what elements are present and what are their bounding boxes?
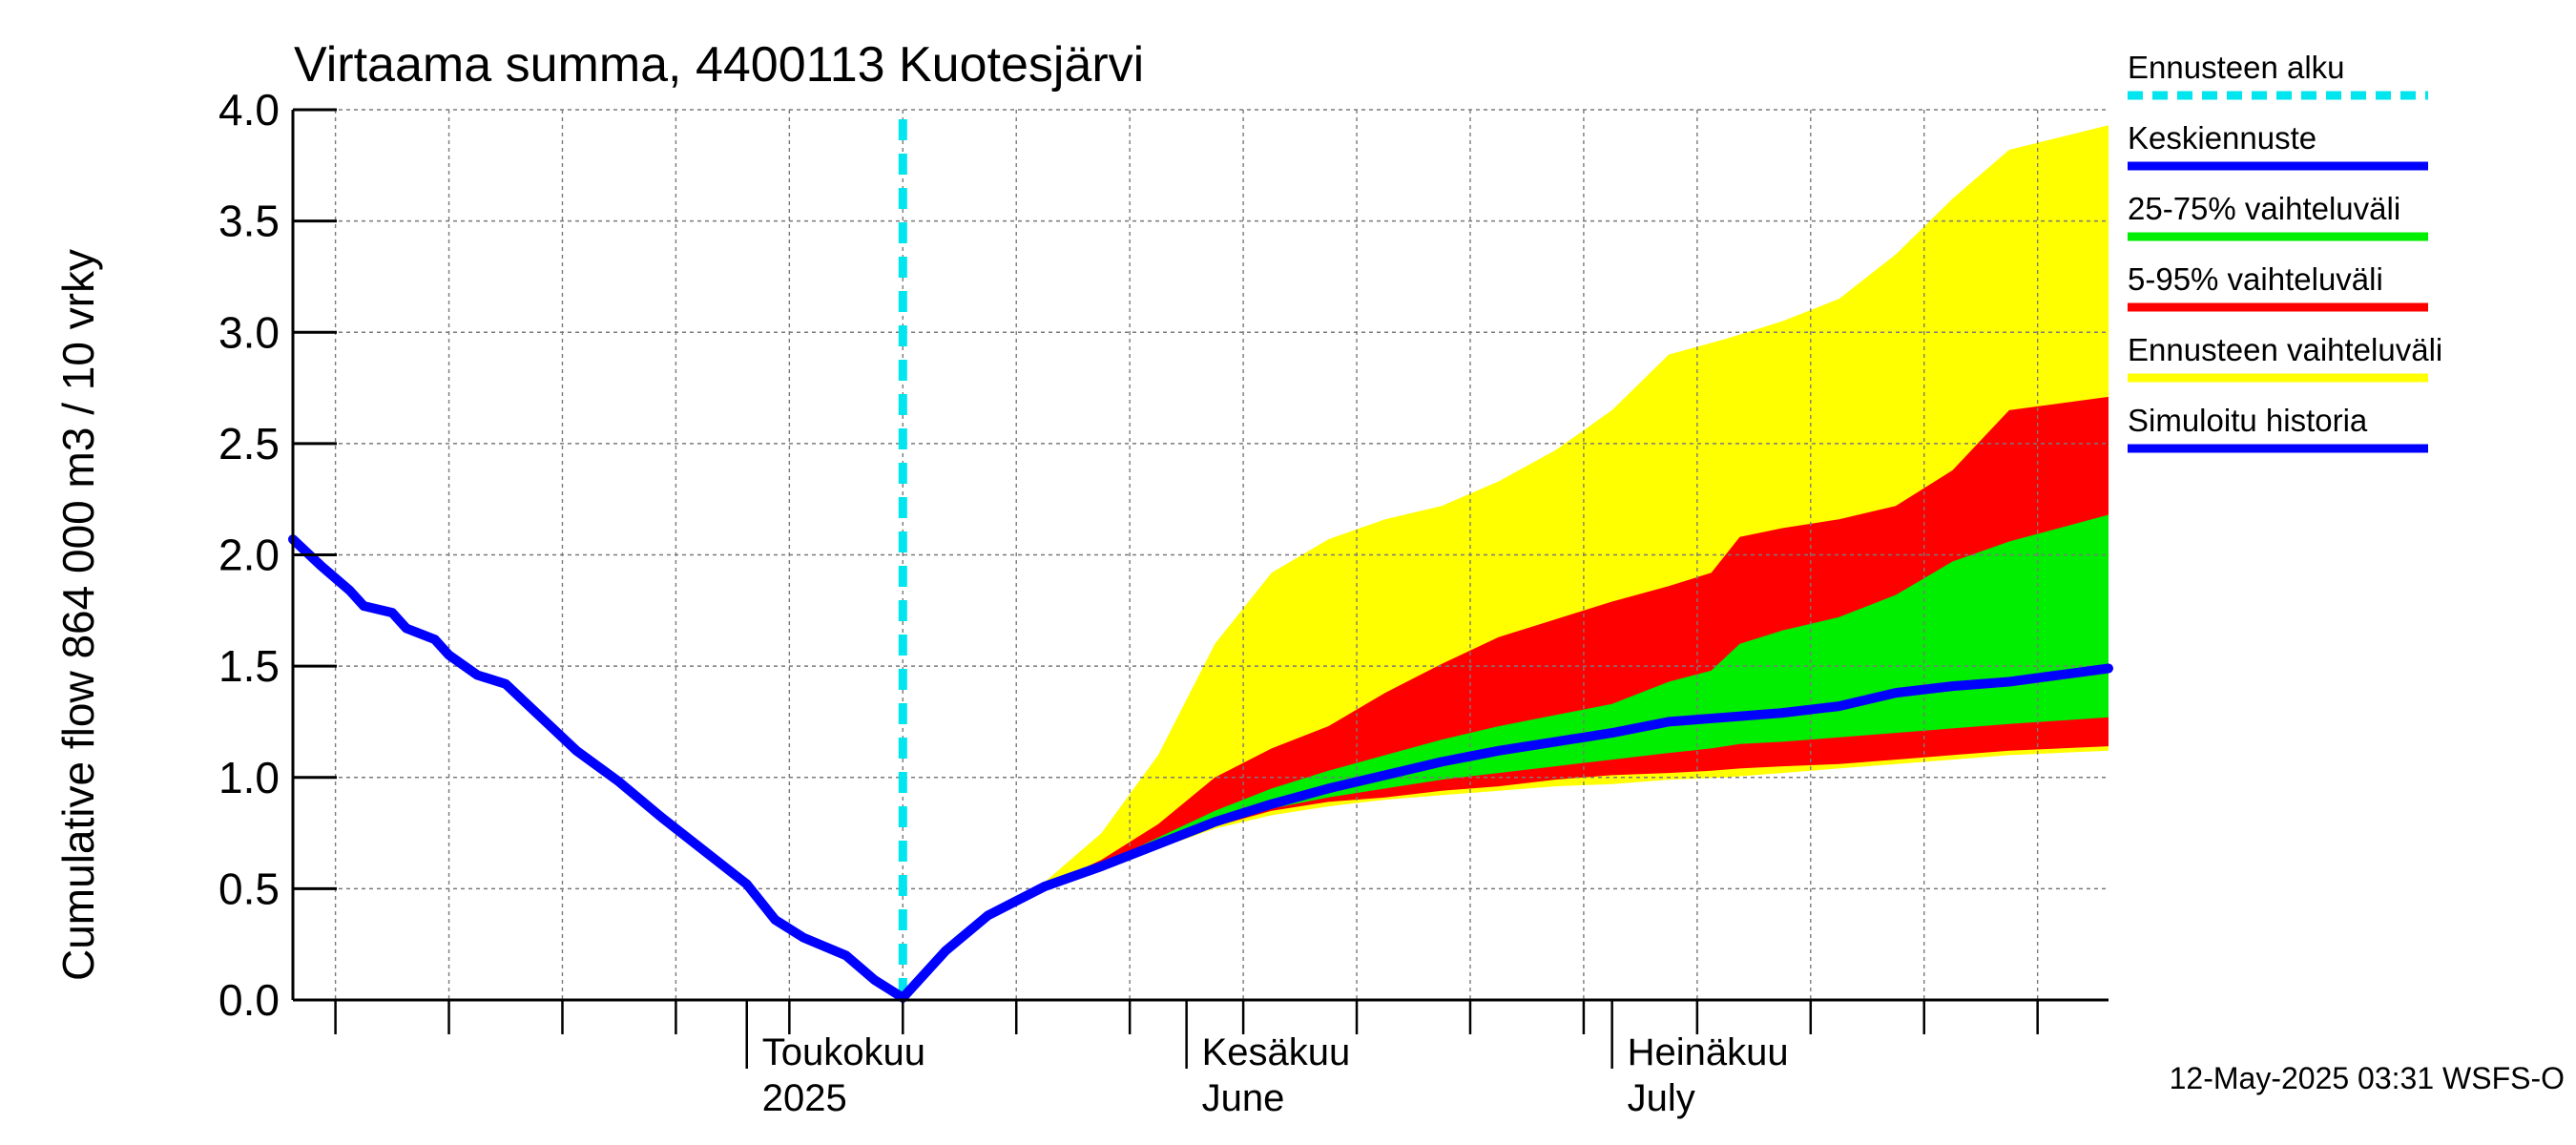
band-5-95-vaihteluv-li: [987, 396, 2109, 916]
y-tick-label: 0.0: [218, 975, 280, 1025]
x-month-sublabel: 2025: [762, 1077, 847, 1119]
x-month-sublabel: June: [1202, 1077, 1285, 1119]
x-month-sublabel: July: [1628, 1077, 1695, 1119]
y-axis-label: Cumulative flow 864 000 m3 / 10 vrky: [53, 249, 103, 981]
x-month-label: Kesäkuu: [1202, 1031, 1351, 1073]
y-tick-label: 1.5: [218, 641, 280, 691]
forecast-bands: [987, 125, 2109, 916]
y-tick-label: 1.0: [218, 753, 280, 802]
y-tick-label: 2.0: [218, 531, 280, 580]
line-simuloitu-historia: [288, 534, 908, 1003]
series-lines: [288, 534, 2113, 1003]
legend-label: 25-75% vaihteluväli: [2128, 191, 2400, 226]
y-tick-label: 4.0: [218, 85, 280, 135]
y-tick-label: 2.5: [218, 419, 280, 468]
chart-title: Virtaama summa, 4400113 Kuotesjärvi: [294, 37, 1144, 93]
legend-label: Ennusteen vaihteluväli: [2128, 332, 2442, 367]
line-keskiennuste: [898, 663, 2113, 1003]
x-month-label: Heinäkuu: [1628, 1031, 1789, 1073]
x-month-label: Toukokuu: [762, 1031, 925, 1073]
y-tick-label: 3.5: [218, 197, 280, 246]
y-tick-label: 3.0: [218, 307, 280, 357]
legend-label: Simuloitu historia: [2128, 403, 2368, 438]
legend: Ennusteen alku Keskiennuste 25-75% vaihtel…: [2128, 50, 2442, 453]
legend-label: Ennusteen alku: [2128, 50, 2345, 85]
legend-label: 5-95% vaihteluväli: [2128, 261, 2383, 297]
legend-label: Keskiennuste: [2128, 120, 2316, 156]
y-tick-label: 0.5: [218, 864, 280, 913]
grid: [293, 109, 2109, 1001]
timestamp-footer: 12-May-2025 03:31 WSFS-O: [2170, 1061, 2565, 1095]
